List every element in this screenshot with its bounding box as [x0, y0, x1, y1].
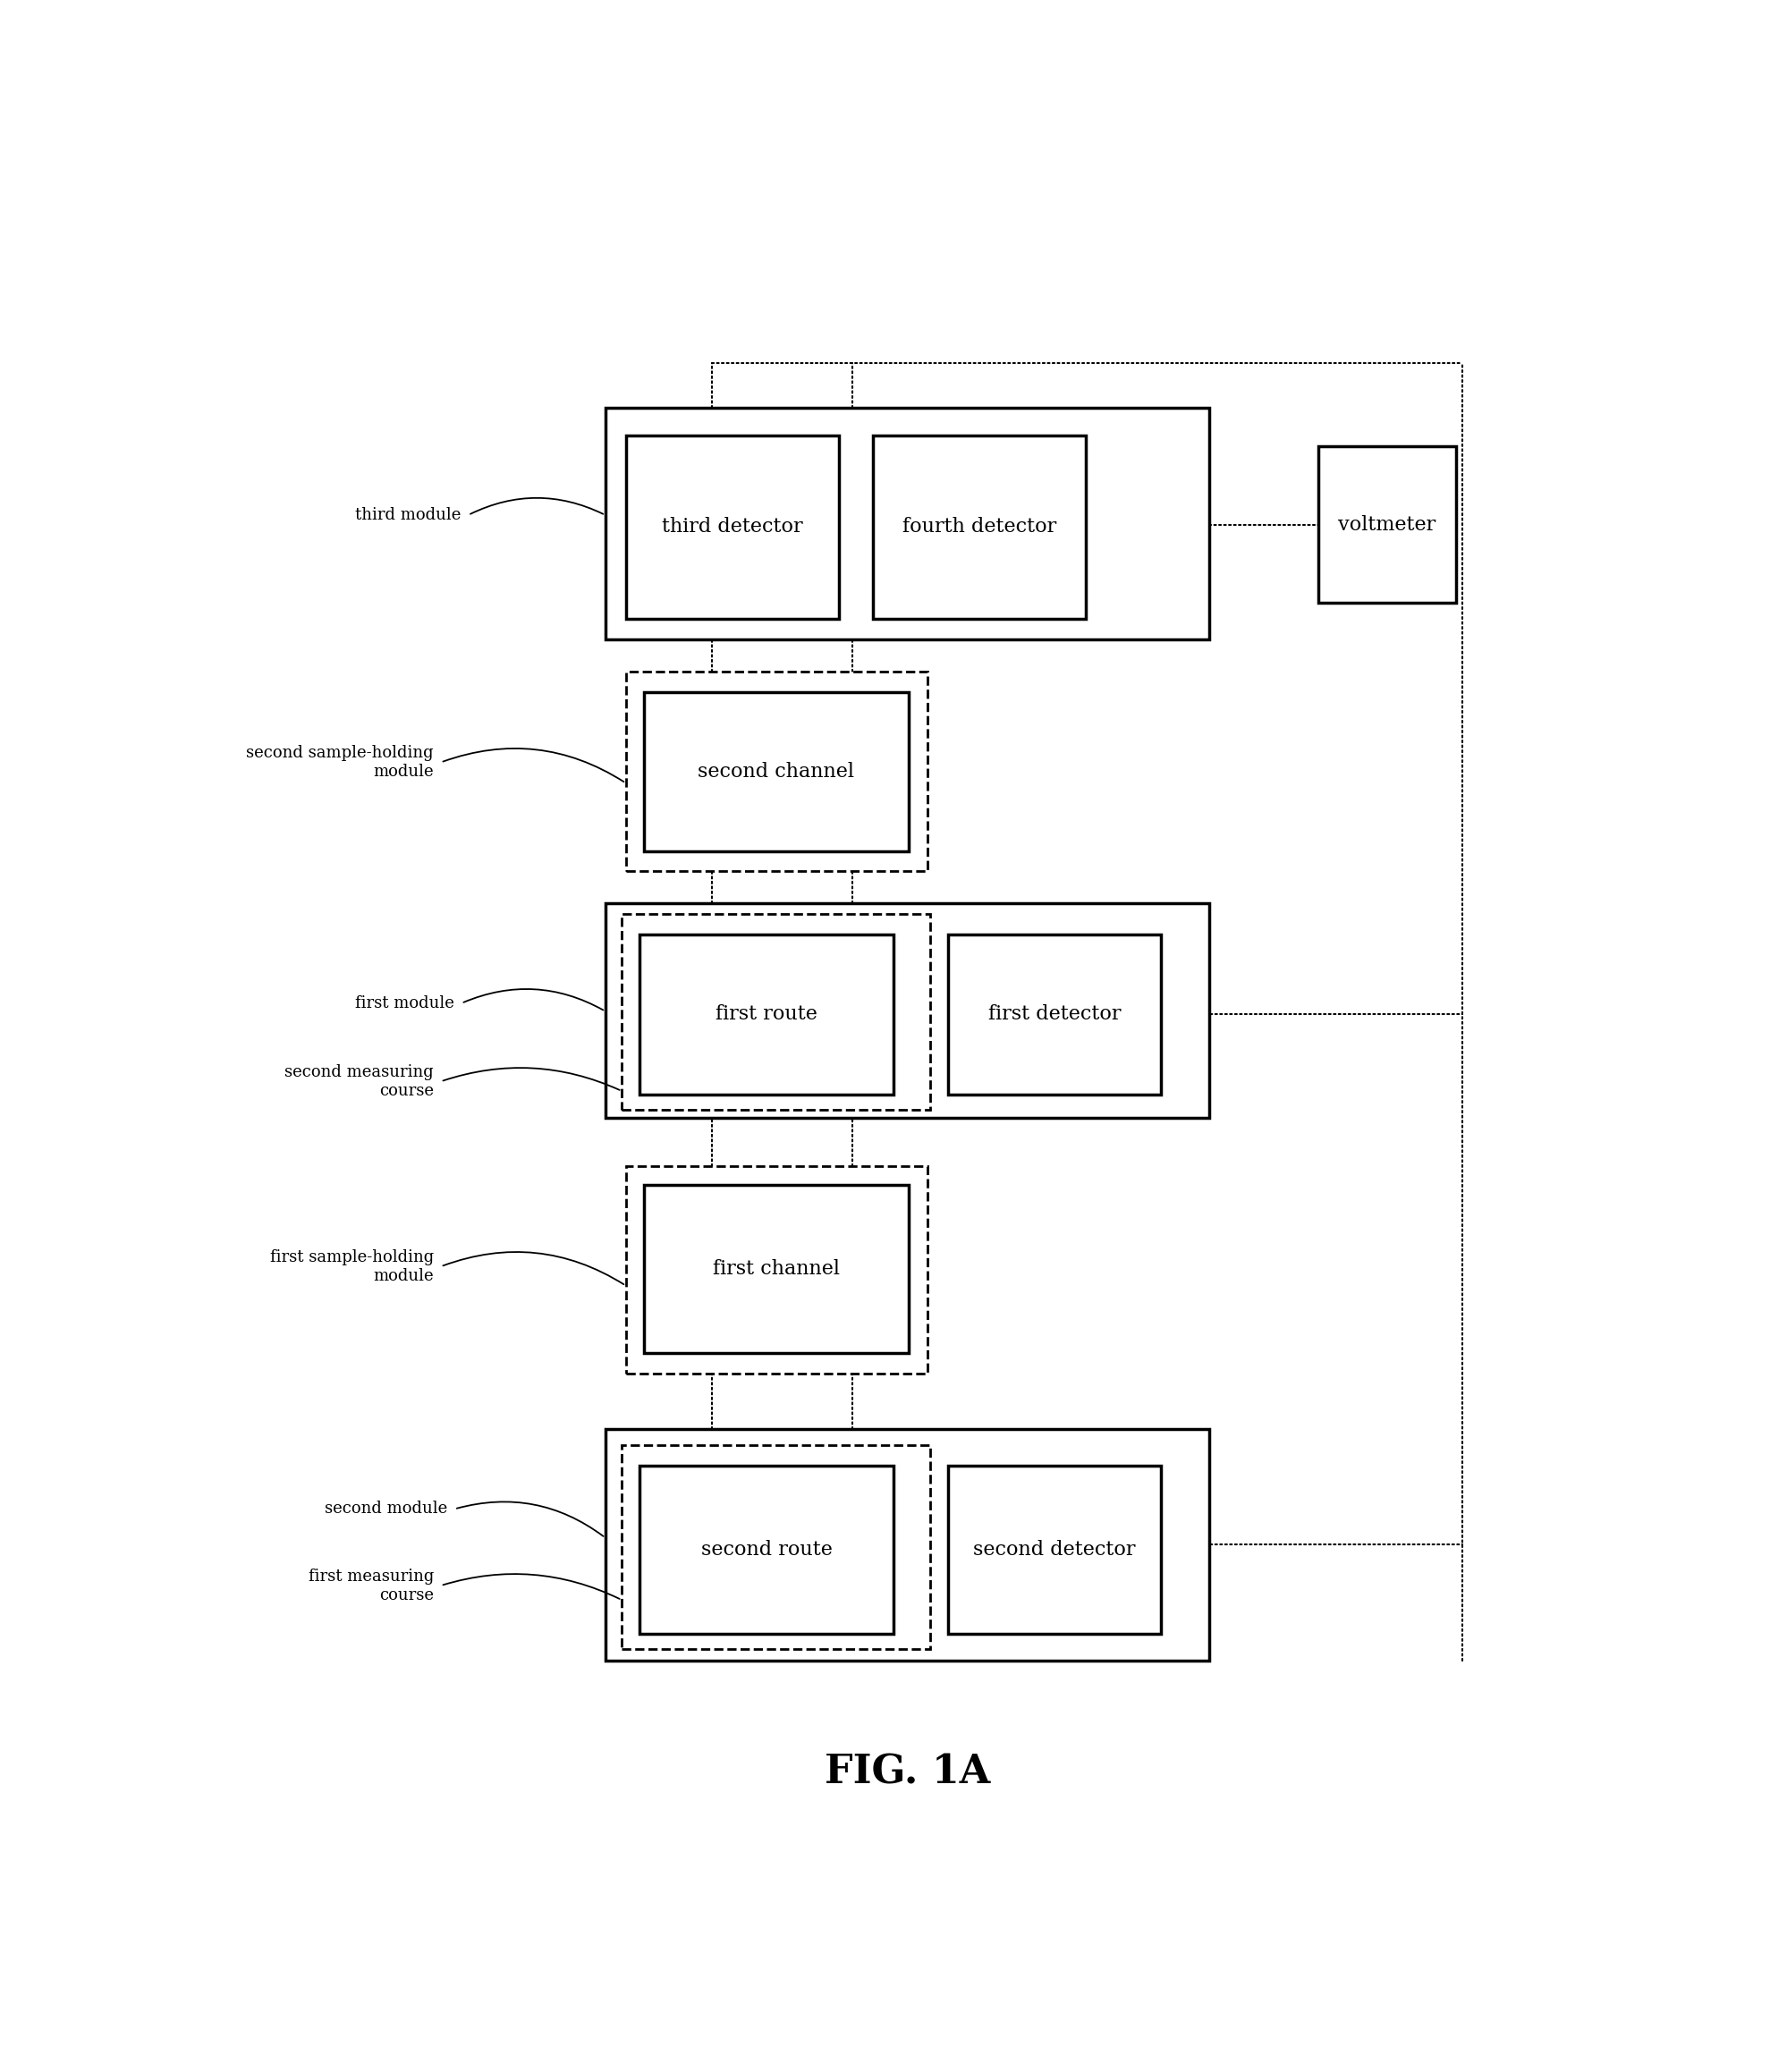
Bar [605, 408, 1209, 640]
Bar [627, 671, 927, 870]
Bar [644, 1185, 908, 1353]
Bar [639, 1467, 894, 1633]
Text: first route: first route [715, 1005, 818, 1024]
Bar [621, 914, 931, 1111]
Text: first sample-holding
module: first sample-holding module [271, 1249, 434, 1285]
Bar [621, 1446, 931, 1649]
Bar [605, 1430, 1209, 1660]
Text: FIG. 1A: FIG. 1A [825, 1753, 989, 1792]
Bar [873, 435, 1085, 620]
Text: second sample-holding
module: second sample-holding module [246, 746, 434, 779]
Text: voltmeter: voltmeter [1338, 514, 1435, 535]
Bar [949, 934, 1161, 1094]
Bar [1319, 445, 1457, 603]
Text: second measuring
course: second measuring course [285, 1065, 434, 1098]
Bar [949, 1467, 1161, 1633]
Text: first module: first module [356, 995, 455, 1011]
Bar [627, 435, 839, 620]
Bar [627, 1167, 927, 1374]
Text: second detector: second detector [974, 1539, 1136, 1560]
Text: fourth detector: fourth detector [903, 518, 1057, 537]
Text: second channel: second channel [697, 762, 855, 781]
Text: first measuring
course: first measuring course [308, 1569, 434, 1604]
Bar [639, 934, 894, 1094]
Bar [644, 692, 908, 852]
Text: first channel: first channel [713, 1260, 839, 1278]
Text: second module: second module [326, 1500, 448, 1517]
Text: first detector: first detector [988, 1005, 1120, 1024]
Bar [605, 903, 1209, 1119]
Text: third module: third module [356, 508, 462, 522]
Text: second route: second route [701, 1539, 832, 1560]
Text: third detector: third detector [662, 518, 804, 537]
